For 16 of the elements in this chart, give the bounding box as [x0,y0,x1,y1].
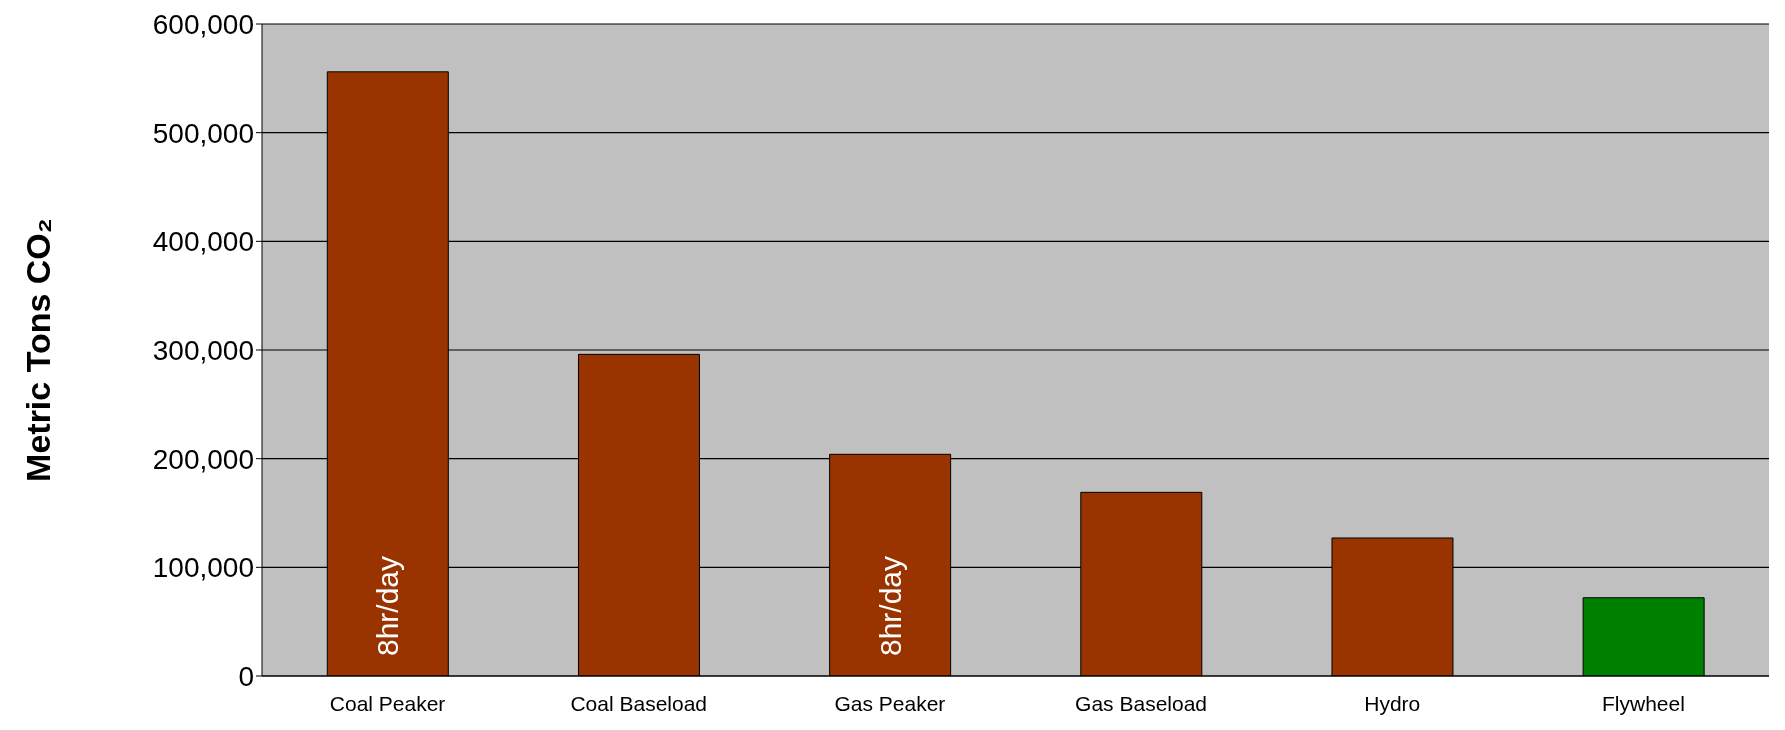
x-tick-label: Gas Baseload [1075,691,1208,715]
y-tick-label: 400,000 [152,226,254,258]
x-tick-label: Hydro [1364,691,1421,715]
x-tick-label: Coal Baseload [570,691,708,715]
y-tick-label: 300,000 [152,334,254,366]
x-tick-label: Coal Peaker [329,691,446,715]
annotation: 8hr/day [873,555,907,656]
x-tick-label: Gas Peaker [834,691,946,715]
y-tick-label: 500,000 [152,117,254,149]
y-tick-label: 600,000 [152,8,254,40]
y-tick-label: 100,000 [152,552,254,584]
y-tick-label: 200,000 [152,443,254,475]
y-tick-label: 0 [238,660,254,692]
y-axis-title: Metric Tons CO₂ [19,218,57,482]
annotation: 8hr/day [371,555,405,656]
x-tick-label: Flywheel [1601,691,1685,715]
